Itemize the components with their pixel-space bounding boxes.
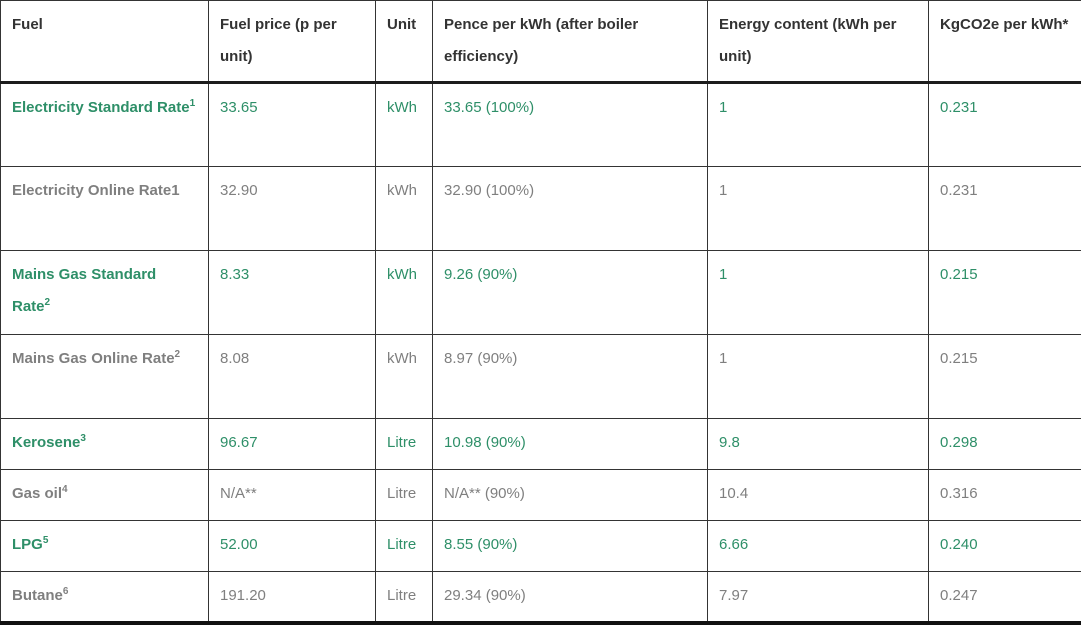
unit-cell: Litre bbox=[375, 418, 433, 470]
fuel-price-cell: 33.65 bbox=[208, 82, 376, 167]
unit-cell: Litre bbox=[375, 571, 433, 623]
energy-content-cell: 1 bbox=[707, 166, 929, 251]
kgco2e-cell: 0.298 bbox=[928, 418, 1081, 470]
energy-content-cell: 1 bbox=[707, 82, 929, 167]
fuel-name: Electricity Standard Rate bbox=[12, 99, 190, 116]
fuel-name: Butane bbox=[12, 587, 63, 604]
fuel-price-cell: 8.33 bbox=[208, 250, 376, 335]
fuel-price-cell: 191.20 bbox=[208, 571, 376, 623]
header-row: Fuel Fuel price (p per unit) Unit Pence … bbox=[0, 0, 1081, 84]
kgco2e-cell: 0.240 bbox=[928, 520, 1081, 572]
kgco2e-cell: 0.247 bbox=[928, 571, 1081, 623]
kgco2e-cell: 0.231 bbox=[928, 82, 1081, 167]
footnote-marker: 2 bbox=[44, 297, 51, 308]
pence-per-kwh-cell: 10.98 (90%) bbox=[432, 418, 708, 470]
fuel-name-cell: Electricity Online Rate1 bbox=[0, 166, 209, 251]
unit-cell: Litre bbox=[375, 520, 433, 572]
table-row-lpg: LPG5 52.00 Litre 8.55 (90%) 6.66 0.240 bbox=[0, 520, 1081, 572]
table-row-butane: Butane6 191.20 Litre 29.34 (90%) 7.97 0.… bbox=[0, 571, 1081, 623]
fuel-name-cell: Mains Gas Online Rate2 bbox=[0, 334, 209, 419]
col-header-pence-per-kwh: Pence per kWh (after boiler efficiency) bbox=[432, 0, 708, 84]
footnote-marker: 3 bbox=[80, 433, 86, 444]
kgco2e-cell: 0.231 bbox=[928, 166, 1081, 251]
table-row-mains-gas-online: Mains Gas Online Rate2 8.08 kWh 8.97 (90… bbox=[0, 334, 1081, 419]
pence-per-kwh-cell: 33.65 (100%) bbox=[432, 82, 708, 167]
pence-per-kwh-cell: 8.55 (90%) bbox=[432, 520, 708, 572]
pence-per-kwh-cell: 9.26 (90%) bbox=[432, 250, 708, 335]
fuel-name: Kerosene bbox=[12, 434, 81, 451]
col-header-fuel: Fuel bbox=[0, 0, 209, 84]
table-row-mains-gas-standard: Mains Gas Standard Rate2 8.33 kWh 9.26 (… bbox=[0, 250, 1081, 335]
energy-content-cell: 7.97 bbox=[707, 571, 929, 623]
col-header-fuel-price: Fuel price (p per unit) bbox=[208, 0, 376, 84]
unit-cell: kWh bbox=[375, 250, 433, 335]
table-row-electricity-standard: Electricity Standard Rate1 33.65 kWh 33.… bbox=[0, 82, 1081, 167]
footnote-marker: 2 bbox=[174, 349, 181, 360]
energy-content-cell: 6.66 bbox=[707, 520, 929, 572]
pence-per-kwh-cell: N/A** (90%) bbox=[432, 469, 708, 521]
fuel-name-cell: Gas oil4 bbox=[0, 469, 209, 521]
table-row-electricity-online: Electricity Online Rate1 32.90 kWh 32.90… bbox=[0, 166, 1081, 251]
fuel-price-cell: N/A** bbox=[208, 469, 376, 521]
energy-content-cell: 1 bbox=[707, 250, 929, 335]
fuel-name-cell: Electricity Standard Rate1 bbox=[0, 82, 209, 167]
footnote-marker: 4 bbox=[62, 484, 68, 495]
fuel-name: Gas oil bbox=[12, 485, 63, 502]
fuel-price-cell: 32.90 bbox=[208, 166, 376, 251]
fuel-name: Mains Gas Standard Rate bbox=[12, 266, 157, 315]
footnote-marker: 5 bbox=[42, 535, 49, 546]
pence-per-kwh-cell: 32.90 (100%) bbox=[432, 166, 708, 251]
fuel-name-cell: Kerosene3 bbox=[0, 418, 209, 470]
fuel-name: LPG bbox=[12, 536, 43, 553]
table-row-kerosene: Kerosene3 96.67 Litre 10.98 (90%) 9.8 0.… bbox=[0, 418, 1081, 470]
kgco2e-cell: 0.215 bbox=[928, 334, 1081, 419]
energy-content-cell: 1 bbox=[707, 334, 929, 419]
unit-cell: kWh bbox=[375, 334, 433, 419]
fuel-price-cell: 52.00 bbox=[208, 520, 376, 572]
fuel-price-cell: 96.67 bbox=[208, 418, 376, 470]
footnote-marker: 6 bbox=[62, 586, 69, 597]
fuel-price-cell: 8.08 bbox=[208, 334, 376, 419]
kgco2e-cell: 0.215 bbox=[928, 250, 1081, 335]
unit-cell: kWh bbox=[375, 82, 433, 167]
table-row-gas-oil: Gas oil4 N/A** Litre N/A** (90%) 10.4 0.… bbox=[0, 469, 1081, 521]
pence-per-kwh-cell: 8.97 (90%) bbox=[432, 334, 708, 419]
energy-content-cell: 10.4 bbox=[707, 469, 929, 521]
fuel-name-cell: LPG5 bbox=[0, 520, 209, 572]
unit-cell: kWh bbox=[375, 166, 433, 251]
footnote-marker: 1 bbox=[189, 98, 196, 109]
fuel-name-cell: Butane6 bbox=[0, 571, 209, 623]
kgco2e-cell: 0.316 bbox=[928, 469, 1081, 521]
unit-cell: Litre bbox=[375, 469, 433, 521]
col-header-kgco2e: KgCO2e per kWh* bbox=[928, 0, 1081, 84]
fuel-name-cell: Mains Gas Standard Rate2 bbox=[0, 250, 209, 335]
energy-content-cell: 9.8 bbox=[707, 418, 929, 470]
fuel-name: Electricity Online Rate1 bbox=[12, 182, 180, 199]
col-header-energy-content: Energy content (kWh per unit) bbox=[707, 0, 929, 84]
table-bottom-border bbox=[0, 621, 1081, 625]
pence-per-kwh-cell: 29.34 (90%) bbox=[432, 571, 708, 623]
col-header-unit: Unit bbox=[375, 0, 433, 84]
fuel-name: Mains Gas Online Rate bbox=[12, 350, 175, 367]
